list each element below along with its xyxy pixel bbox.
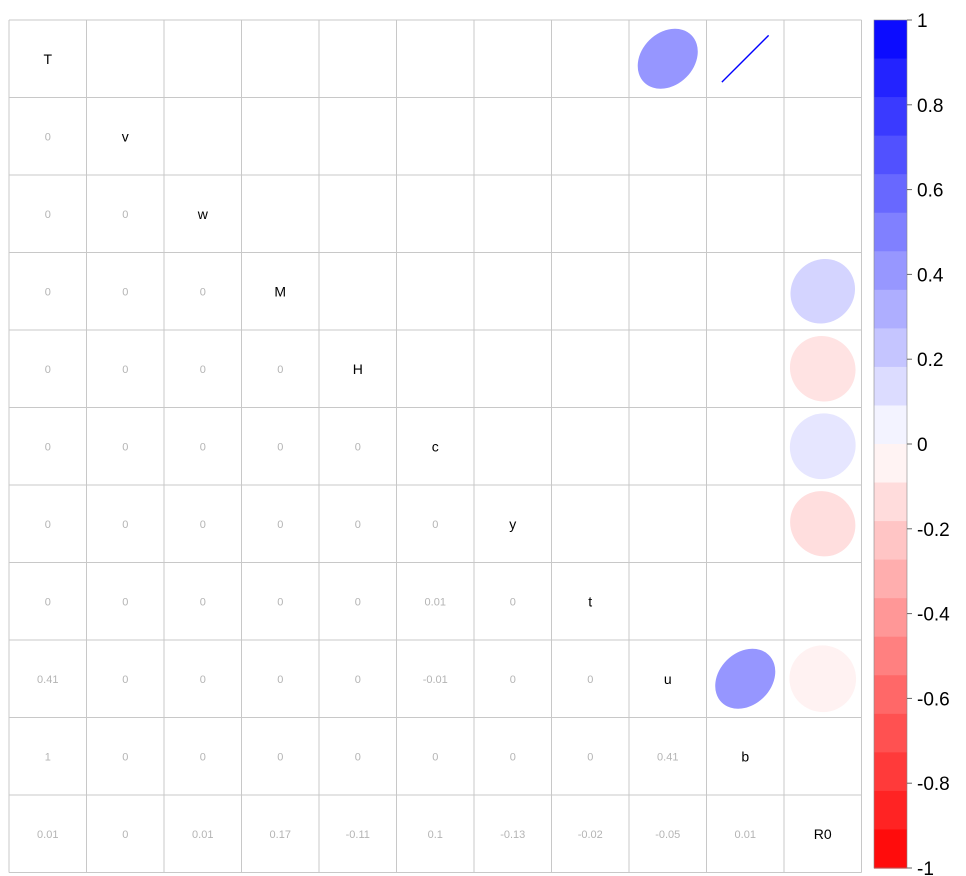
correlation-value: 0: [432, 751, 438, 763]
correlation-value: 0.01: [425, 596, 446, 608]
correlation-value: 0: [277, 596, 283, 608]
variable-label: b: [741, 748, 749, 764]
correlation-value: 0: [45, 131, 51, 143]
variable-label: w: [197, 206, 209, 222]
correlation-value: 0.41: [657, 751, 678, 763]
correlation-ellipse: [789, 645, 857, 713]
variable-label: H: [353, 361, 363, 377]
correlation-value: 1: [45, 751, 51, 763]
variable-label: T: [43, 51, 52, 67]
correlation-value: -0.13: [500, 829, 525, 841]
correlation-value: 0: [432, 519, 438, 531]
correlation-value: 0: [355, 751, 361, 763]
correlation-value: 0.01: [192, 829, 213, 841]
correlation-value: 0: [122, 829, 128, 841]
correlation-value: 0: [122, 441, 128, 453]
correlation-value: 0: [200, 286, 206, 298]
correlation-value: 0: [122, 364, 128, 376]
correlation-value: 0: [510, 596, 516, 608]
variable-label: R0: [814, 826, 832, 842]
correlation-ellipse: [721, 34, 770, 83]
correlation-value: 0.17: [270, 829, 291, 841]
correlation-value: 0: [355, 441, 361, 453]
correlation-value: 0.1: [428, 829, 443, 841]
correlation-value: 0: [200, 364, 206, 376]
correlation-ellipse: [715, 648, 776, 709]
correlation-value: 0: [200, 596, 206, 608]
correlation-value: 0: [200, 441, 206, 453]
correlation-value: 0: [277, 364, 283, 376]
correlation-value: 0: [45, 209, 51, 221]
correlation-value: 0.41: [37, 674, 58, 686]
correlation-value: 0: [355, 674, 361, 686]
correlation-value: 0: [510, 751, 516, 763]
correlation-value: 0: [277, 751, 283, 763]
correlation-value: -0.02: [578, 829, 603, 841]
correlation-value: 0: [45, 596, 51, 608]
variable-label: v: [122, 128, 129, 144]
correlation-value: 0: [587, 751, 593, 763]
correlation-value: 0: [45, 286, 51, 298]
correlation-value: 0: [277, 519, 283, 531]
correlation-value: 0: [122, 674, 128, 686]
correlation-value: 0: [122, 209, 128, 221]
correlation-value: 0: [122, 751, 128, 763]
correlation-value: 0.01: [735, 829, 756, 841]
matrix-grid: [8, 19, 862, 873]
correlation-value: -0.11: [346, 829, 370, 841]
correlation-value: 0: [200, 519, 206, 531]
correlation-value: 0: [45, 519, 51, 531]
variable-label: t: [588, 593, 592, 609]
correlation-value: 0.01: [37, 829, 58, 841]
correlation-value: 0: [122, 596, 128, 608]
correlation-value: 0: [200, 751, 206, 763]
correlation-value: 0: [277, 441, 283, 453]
correlation-value: 0: [122, 519, 128, 531]
correlation-value: 0: [200, 674, 206, 686]
correlation-ellipse: [790, 258, 856, 324]
variable-label: y: [509, 516, 516, 532]
correlation-value: 0: [510, 674, 516, 686]
correlation-value: 0: [587, 674, 593, 686]
correlation-ellipse: [789, 335, 856, 402]
correlation-value: 0: [355, 596, 361, 608]
correlation-value: -0.01: [423, 674, 448, 686]
correlation-ellipse: [790, 491, 856, 557]
variable-label: M: [274, 283, 286, 299]
correlation-value: 0: [277, 674, 283, 686]
variable-label: c: [432, 438, 439, 454]
correlation-value: 0: [45, 441, 51, 453]
correlation-value: 0: [122, 286, 128, 298]
correlation-ellipse: [789, 413, 856, 480]
correlation-value: 0: [355, 519, 361, 531]
variable-label: u: [664, 671, 672, 687]
correlation-value: -0.05: [655, 829, 680, 841]
correlation-ellipse: [637, 28, 698, 89]
correlation-value: 0: [45, 364, 51, 376]
